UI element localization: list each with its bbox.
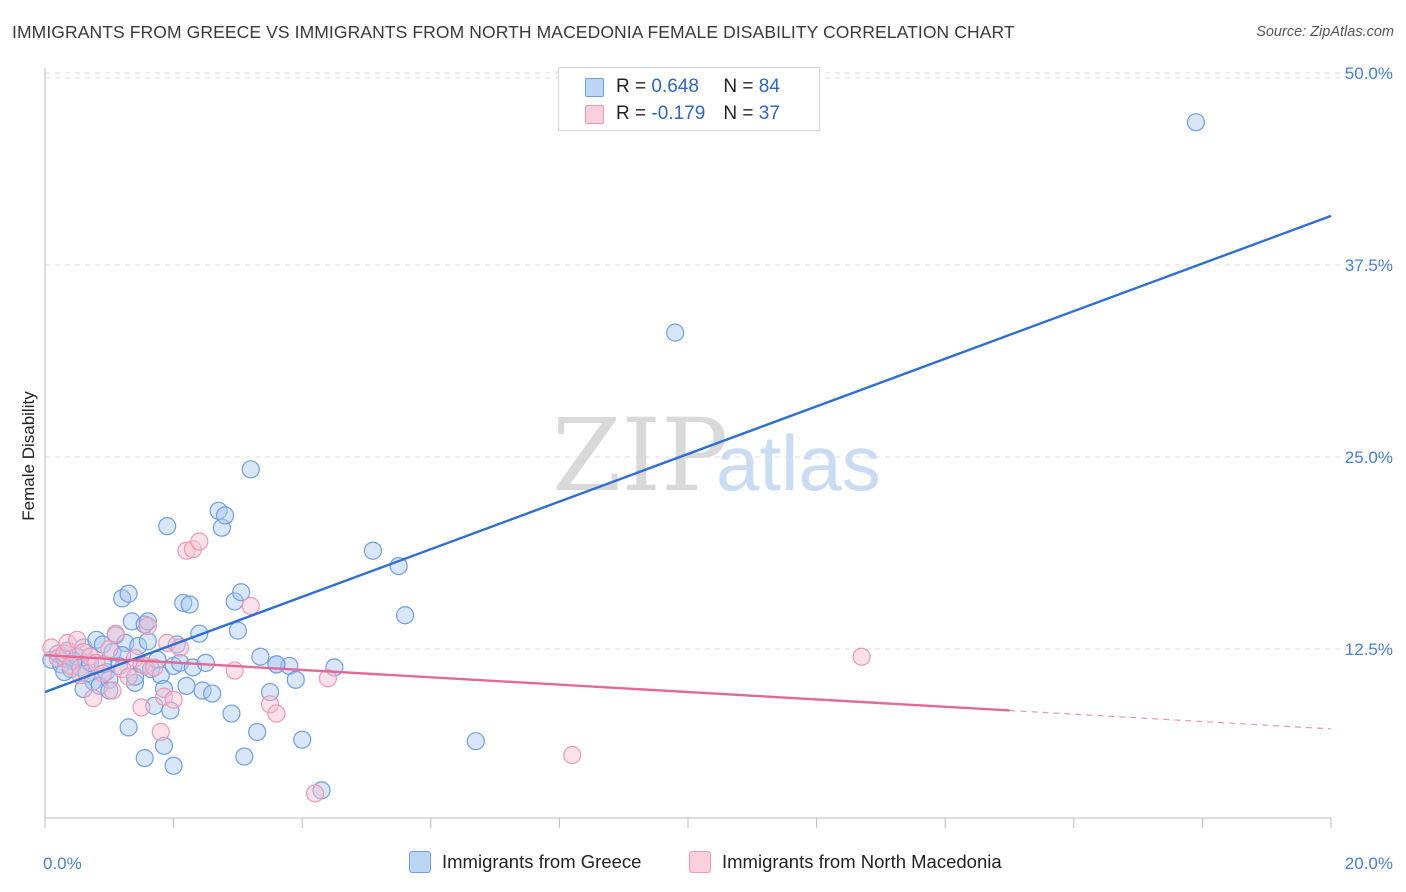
greece-point: [74, 679, 93, 699]
y-axis-label: Female Disability: [19, 391, 38, 521]
greece-point: [1186, 113, 1206, 132]
y-tick-label: 12.5%: [1345, 640, 1393, 659]
macedonia-point: [106, 624, 125, 643]
macedonia-point: [100, 639, 119, 659]
macedonia-point: [852, 647, 871, 666]
greece-point: [119, 584, 138, 603]
macedonia-point: [132, 698, 151, 717]
macedonia-point: [145, 658, 164, 677]
bottom-legend-macedonia: Immigrants from North Macedonia: [689, 851, 1002, 873]
greece-point: [293, 730, 312, 749]
greece-swatch: [585, 77, 604, 97]
macedonia-point: [241, 596, 260, 616]
greece-point: [241, 460, 260, 479]
macedonia-point: [563, 745, 582, 765]
macedonia-swatch: [585, 104, 604, 124]
legend-r-label: R =: [616, 103, 647, 124]
greece-point: [138, 632, 157, 651]
macedonia-point: [260, 695, 280, 714]
macedonia-trend-extension: [1009, 709, 1332, 730]
greece-point: [363, 541, 383, 560]
axes: [44, 68, 1332, 828]
macedonia-point: [190, 532, 209, 551]
greece-point: [215, 506, 235, 525]
greece-point: [286, 670, 305, 689]
legend-n-label: N =: [723, 103, 754, 124]
legend-r-value-greece: 0.648: [651, 76, 699, 97]
greece-point: [154, 736, 174, 755]
macedonia-point: [119, 667, 138, 686]
legend-n-label: N =: [723, 76, 754, 97]
y-tick-label: 37.5%: [1345, 256, 1393, 275]
chart-title: IMMIGRANTS FROM GREECE VS IMMIGRANTS FRO…: [12, 22, 1015, 42]
greece-point: [174, 593, 193, 613]
greece-point: [466, 732, 485, 751]
data-points: [42, 113, 1206, 803]
macedonia-point: [84, 689, 103, 708]
trend-lines: [44, 214, 1332, 730]
macedonia-point: [164, 690, 183, 709]
greece-point: [222, 704, 241, 723]
watermark-atlas: atlas: [716, 419, 881, 507]
macedonia-point: [305, 784, 325, 803]
y-tick-label: 50.0%: [1345, 64, 1393, 83]
legend-r-value-macedonia: -0.179: [651, 103, 706, 124]
macedonia-point: [138, 616, 157, 636]
greece-point: [119, 718, 138, 737]
macedonia-trend-line: [44, 653, 1010, 712]
tick-labels: 12.5% 25.0% 37.5% 50.0% 0.0% 20.0%: [43, 64, 1393, 873]
greece-point: [158, 517, 177, 536]
legend-r-label: R =: [616, 76, 647, 97]
greece-point: [203, 684, 222, 703]
greece-legend-label: Immigrants from Greece: [442, 851, 642, 872]
legend-n-value-greece: 84: [758, 76, 780, 97]
greece-point: [180, 595, 199, 614]
macedonia-point: [267, 704, 286, 723]
watermark-zip: ZIP: [552, 397, 728, 514]
macedonia-point: [103, 681, 122, 700]
greece-point: [228, 621, 247, 640]
source-label: Source: ZipAtlas.com: [1256, 24, 1394, 40]
greece-point: [235, 747, 254, 766]
legend-row-greece: R = 0.648 N = 84: [585, 75, 780, 99]
x-tick-label: 0.0%: [43, 854, 82, 873]
legend-n-value-macedonia: 37: [758, 103, 780, 124]
macedonia-legend-label: Immigrants from North Macedonia: [722, 851, 1002, 872]
bottom-legend-greece: Immigrants from Greece: [409, 851, 641, 873]
greece-point: [177, 676, 196, 696]
macedonia-point: [151, 722, 170, 742]
greece-point: [135, 748, 154, 768]
greece-point: [248, 722, 267, 742]
greece-point: [395, 606, 415, 625]
greece-legend-swatch: [409, 851, 431, 873]
greece-point: [251, 647, 270, 666]
greece-trend-line: [44, 214, 1332, 694]
greece-point: [232, 583, 251, 602]
greece-point: [666, 323, 685, 342]
x-tick-label: 20.0%: [1345, 854, 1393, 873]
legend-row-macedonia: R = -0.179 N = 37: [585, 102, 780, 126]
macedonia-point: [177, 541, 196, 560]
correlation-legend: R = 0.648 N = 84 R = -0.179 N = 37: [558, 67, 820, 131]
gridlines: [45, 72, 1393, 650]
macedonia-point: [318, 669, 338, 688]
y-tick-label: 25.0%: [1345, 448, 1393, 467]
greece-point: [164, 756, 183, 775]
greece-point: [138, 612, 157, 631]
greece-point: [267, 655, 286, 674]
macedonia-legend-swatch: [689, 851, 711, 873]
